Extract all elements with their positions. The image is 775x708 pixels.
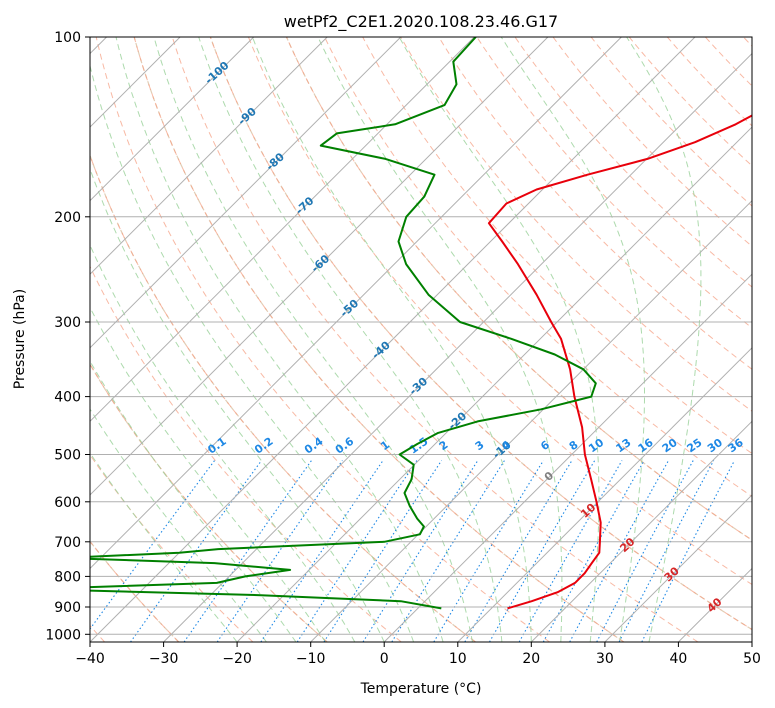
dry-adiabat-line <box>552 37 752 247</box>
y-tick-label: 100 <box>54 30 81 46</box>
y-tick-label: 800 <box>54 569 81 585</box>
moist-adiabat-line <box>398 37 600 642</box>
background-adiabat-line <box>90 153 476 642</box>
y-axis-ticks: 100 200 300 400 500 600 700 800 900 1000 <box>45 30 90 643</box>
isotherm-gridline <box>90 37 696 642</box>
moist-adiabat-line <box>500 37 645 642</box>
x-tick-label: 0 <box>380 651 389 667</box>
moist-adiabat-line <box>90 306 326 642</box>
x-tick-label: 10 <box>449 651 467 667</box>
dry-adiabat-line <box>95 37 550 642</box>
background-adiabat-line <box>133 37 625 642</box>
x-tick-label: 30 <box>596 651 614 667</box>
isotherm-gridline <box>236 126 752 642</box>
isotherm-gridlines <box>90 37 752 642</box>
isotherm-gridline <box>457 347 752 642</box>
dry-adiabat-line <box>362 37 752 455</box>
isotherm-gridline <box>310 199 752 642</box>
isotherm-gridline <box>163 52 752 642</box>
pressure-gridlines <box>90 37 752 635</box>
mixing-ratio-line <box>542 460 645 642</box>
mixing-ratio-line <box>183 460 312 642</box>
x-tick-label: −10 <box>296 651 326 667</box>
mixing-ratio-line <box>464 460 573 642</box>
profile-series <box>90 37 752 610</box>
dry-adiabat-line <box>171 37 699 642</box>
dry-adiabat-line <box>90 265 402 642</box>
dry-adiabat-line <box>476 37 752 329</box>
dewpoint-profile-line <box>90 37 597 610</box>
moist-adiabat-line <box>251 37 532 642</box>
x-tick-label: 50 <box>743 651 761 667</box>
isotherm-gridline <box>90 37 328 275</box>
isotherm-gridline <box>530 420 752 642</box>
dry-adiabat-line <box>90 363 328 642</box>
mixing-ratio-line <box>90 460 216 630</box>
isotherm-gridline <box>90 37 549 496</box>
moist-adiabat-line <box>90 243 356 642</box>
mixing-ratio-lines <box>90 460 735 642</box>
isotherm-gridline <box>90 37 475 423</box>
background-adiabat-line <box>285 37 752 541</box>
moist-adiabat-line <box>626 37 702 642</box>
dry-adiabat-line <box>400 37 752 412</box>
y-tick-label: 200 <box>54 210 81 226</box>
dry-adiabats <box>90 37 752 642</box>
y-tick-label: 500 <box>54 448 81 464</box>
y-tick-label: 1000 <box>45 627 81 643</box>
x-tick-label: −20 <box>222 651 252 667</box>
plot-frame <box>89 36 753 643</box>
mixing-ratio-line <box>130 460 262 642</box>
mixing-ratio-line <box>489 460 596 642</box>
isotherm-gridline <box>604 494 752 642</box>
x-tick-label: 20 <box>522 651 540 667</box>
x-axis-label: Temperature (°C) <box>360 681 482 697</box>
isotherm-gridline <box>90 37 255 202</box>
mixing-ratio-line <box>323 460 443 642</box>
dry-adiabat-line <box>209 37 752 631</box>
dry-adiabat-line <box>247 37 752 586</box>
temperature-profile-line <box>487 114 752 610</box>
moist-adiabat-line <box>153 37 473 642</box>
y-tick-label: 600 <box>54 495 81 511</box>
mixing-ratio-line <box>569 460 669 642</box>
isotherm-gridline <box>383 273 752 642</box>
x-tick-label: −30 <box>149 651 179 667</box>
dry-adiabat-line <box>90 153 476 642</box>
mixing-ratio-line <box>296 460 418 642</box>
y-tick-label: 700 <box>54 535 81 551</box>
x-tick-label: −40 <box>75 651 105 667</box>
y-axis-label: Pressure (hPa) <box>12 289 28 389</box>
y-tick-label: 900 <box>54 600 81 616</box>
mixing-ratio-line <box>216 460 343 642</box>
dry-adiabat-line <box>133 37 625 642</box>
isotherm-gridline <box>90 37 402 349</box>
y-tick-label: 300 <box>54 315 81 331</box>
y-tick-label: 400 <box>54 390 81 406</box>
x-axis-ticks: −40 −30 −20 −10 0 10 20 30 40 50 <box>75 642 761 667</box>
moist-adiabat-line <box>198 37 503 642</box>
mixing-ratio-line <box>260 460 384 642</box>
chart-title: wetPf2_C2E1.2020.108.23.46.G17 <box>284 12 558 32</box>
mixing-ratio-line <box>641 460 735 642</box>
plot-area: -100-90-80-70-60-50-40-30-20-10010203040… <box>90 37 752 642</box>
dry-adiabat-line <box>590 37 752 207</box>
isotherm-gridline <box>90 37 622 570</box>
x-tick-label: 40 <box>669 651 687 667</box>
dry-adiabat-line <box>324 37 752 498</box>
mixing-ratio-line <box>433 460 544 642</box>
